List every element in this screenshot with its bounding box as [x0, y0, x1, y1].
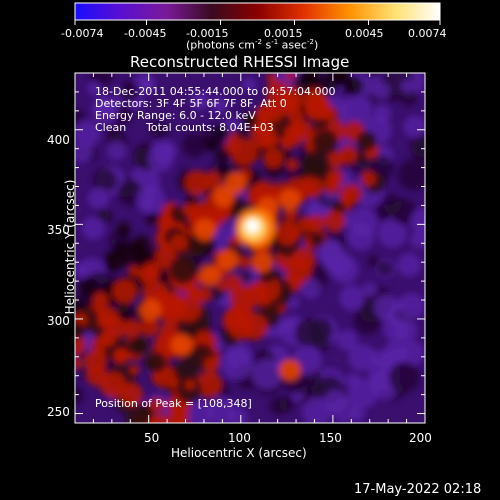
y-tick-label: 300	[47, 314, 70, 328]
y-tick-label: 400	[47, 133, 70, 147]
colorbar-tick-label: 0.0015	[264, 27, 303, 40]
colorbar-tick-label: -0.0074	[61, 27, 104, 40]
colorbar-tick-label: -0.0045	[124, 27, 167, 40]
annotation-time-range: 18-Dec-2011 04:55:44.000 to 04:57:04.000	[95, 85, 336, 98]
annotation-detectors: Detectors: 3F 4F 5F 6F 7F 8F, Att 0	[95, 97, 287, 110]
annotation-peak-position: Position of Peak = [108,348]	[95, 397, 252, 410]
plot-frame	[74, 72, 426, 424]
x-tick-label: 100	[228, 431, 251, 445]
x-tick-label: 200	[409, 431, 432, 445]
x-tick-label: 50	[144, 431, 160, 445]
colorbar-tick-label: 0.0074	[408, 27, 447, 40]
plot-timestamp: 17-May-2022 02:18	[354, 482, 482, 497]
y-axis-label: Heliocentric Y (arcsec)	[63, 179, 77, 315]
y-tick-label: 250	[47, 405, 70, 419]
annotation-energy-range: Energy Range: 6.0 - 12.0 keV	[95, 109, 256, 122]
colorbar-tick-label: -0.0015	[186, 27, 229, 40]
colorbar-unit-label: (photons cm-2 s-1 asec-2)	[186, 38, 319, 52]
chart-title: Reconstructed RHESSI Image	[130, 53, 350, 71]
colorbar-tick-label: 0.0045	[345, 27, 384, 40]
colorbar	[74, 2, 441, 21]
axis-ticks	[75, 72, 426, 423]
annotation-total-counts: Total counts: 8.04E+03	[146, 121, 274, 134]
colorbar-ticks	[74, 20, 441, 25]
annotation-algorithm: Clean	[95, 121, 127, 134]
x-axis-label: Heliocentric X (arcsec)	[171, 446, 307, 460]
x-tick-label: 150	[319, 431, 342, 445]
y-tick-label: 350	[47, 223, 70, 237]
heatmap-image	[75, 73, 425, 423]
